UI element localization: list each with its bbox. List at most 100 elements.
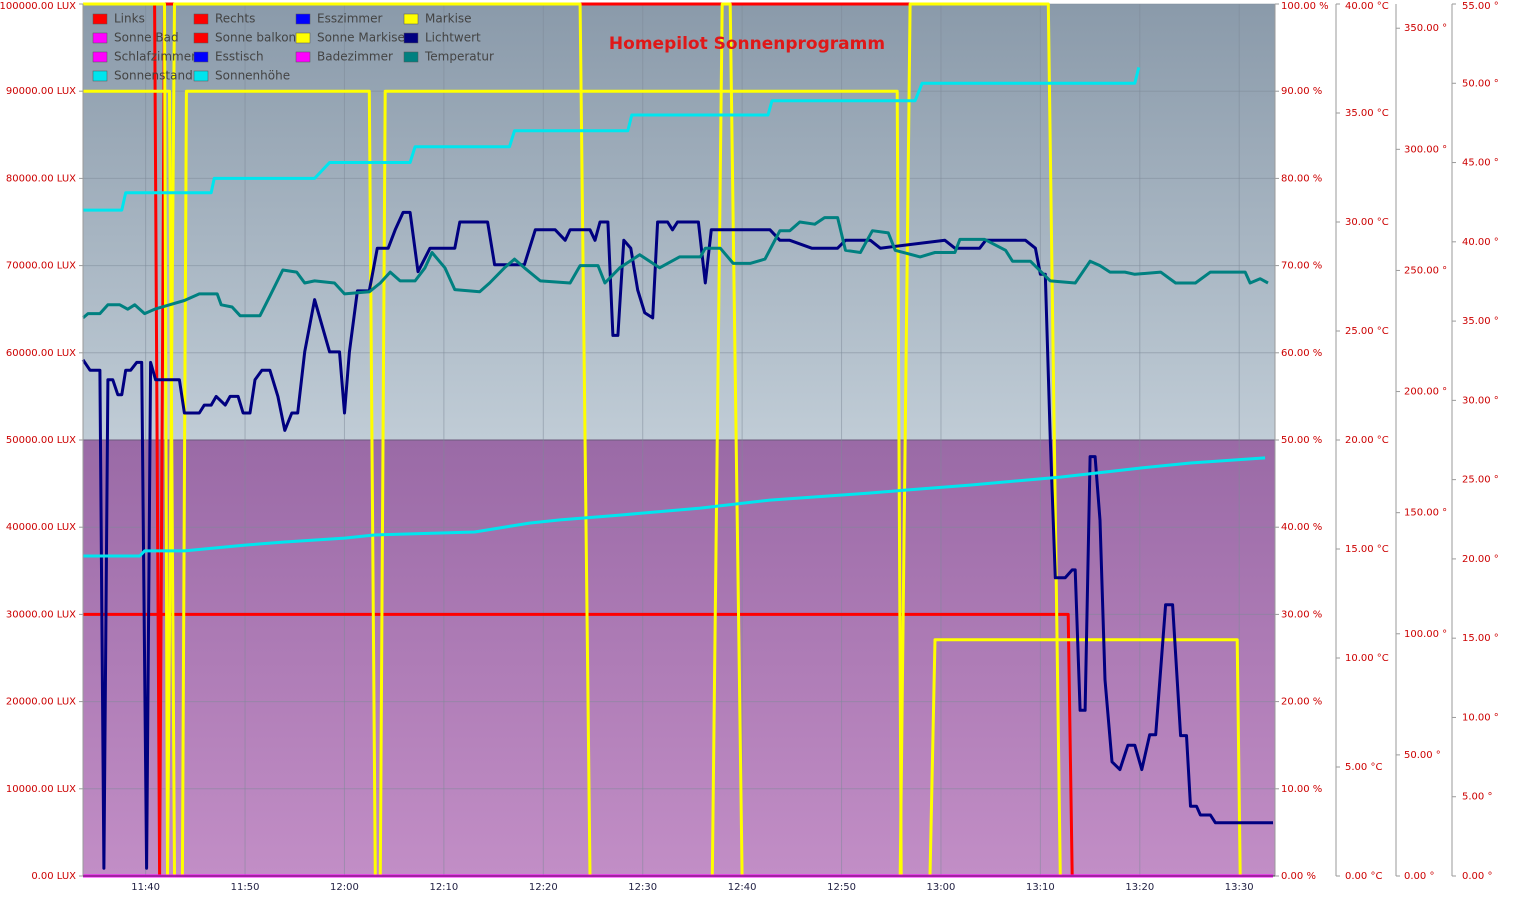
legend-label: Schlafzimmer bbox=[114, 50, 196, 64]
y-tick-label: 60000.00 LUX bbox=[6, 348, 76, 359]
y-tick-label: 30.00 °C bbox=[1345, 217, 1389, 228]
series-line bbox=[83, 67, 1141, 212]
legend-label: Links bbox=[114, 12, 145, 26]
y-tick-label: 50.00 ° bbox=[1462, 78, 1499, 89]
legend-swatch bbox=[193, 51, 209, 63]
y-tick-label: 80.00 % bbox=[1281, 173, 1322, 184]
y-tick-label: 30000.00 LUX bbox=[6, 609, 76, 620]
y-tick-label: 70.00 % bbox=[1281, 261, 1322, 272]
plot-background bbox=[83, 440, 1275, 876]
x-tick-label: 12:40 bbox=[728, 882, 757, 893]
y-tick-label: 35.00 ° bbox=[1462, 316, 1499, 327]
legend-label: Badezimmer bbox=[317, 50, 393, 64]
y-tick-label: 20.00 % bbox=[1281, 697, 1322, 708]
x-tick-label: 11:50 bbox=[231, 882, 260, 893]
y-tick-label: 40.00 °C bbox=[1345, 1, 1389, 12]
series-line bbox=[83, 456, 1266, 558]
legend-swatch bbox=[193, 32, 209, 44]
y-tick-label: 5.00 ° bbox=[1462, 792, 1492, 803]
legend-label: Esszimmer bbox=[317, 12, 382, 26]
y-tick-label: 45.00 ° bbox=[1462, 158, 1499, 169]
legend-label: Sonne Bad bbox=[114, 31, 179, 45]
y-tick-label: 150.00 ° bbox=[1404, 508, 1447, 519]
y-tick-label: 50000.00 LUX bbox=[6, 435, 76, 446]
series-line bbox=[82, 216, 1269, 320]
y-tick-label: 0.00 °C bbox=[1345, 871, 1382, 882]
legend-label: Markise bbox=[425, 12, 472, 26]
legend-swatch bbox=[403, 32, 419, 44]
y-tick-label: 100.00 ° bbox=[1404, 629, 1447, 640]
x-tick-label: 13:10 bbox=[1026, 882, 1055, 893]
y-tick-label: 15.00 ° bbox=[1462, 633, 1499, 644]
y-tick-label: 100.00 % bbox=[1281, 1, 1329, 12]
x-tick-label: 13:20 bbox=[1125, 882, 1154, 893]
x-tick-label: 12:10 bbox=[429, 882, 458, 893]
legend-swatch bbox=[193, 70, 209, 82]
y-tick-label: 90000.00 LUX bbox=[6, 86, 76, 97]
x-tick-label: 13:30 bbox=[1225, 882, 1254, 893]
y-tick-label: 80000.00 LUX bbox=[6, 173, 76, 184]
legend-label: Sonnenhöhe bbox=[215, 69, 290, 83]
legend-label: Sonne balkon bbox=[215, 31, 296, 45]
legend-swatch bbox=[92, 51, 108, 63]
legend-swatch bbox=[295, 13, 311, 25]
legend-swatch bbox=[403, 51, 419, 63]
y-tick-label: 5.00 °C bbox=[1345, 762, 1382, 773]
y-tick-label: 50.00 ° bbox=[1404, 750, 1441, 761]
y-tick-label: 10.00 °C bbox=[1345, 653, 1389, 664]
legend-swatch bbox=[92, 13, 108, 25]
y-tick-label: 20.00 ° bbox=[1462, 554, 1499, 565]
chart-title: Homepilot Sonnenprogramm bbox=[609, 34, 885, 54]
y-tick-label: 15.00 °C bbox=[1345, 544, 1389, 555]
series-line bbox=[81, 210, 1273, 870]
y-tick-label: 10.00 ° bbox=[1462, 712, 1499, 723]
y-tick-label: 350.00 ° bbox=[1404, 23, 1447, 34]
legend-label: Esstisch bbox=[215, 50, 264, 64]
y-tick-label: 200.00 ° bbox=[1404, 387, 1447, 398]
y-tick-label: 100000.00 LUX bbox=[0, 1, 76, 12]
y-tick-label: 20000.00 LUX bbox=[6, 697, 76, 708]
y-tick-label: 50.00 % bbox=[1281, 435, 1322, 446]
series-line bbox=[83, 2, 1273, 878]
x-tick-label: 12:30 bbox=[628, 882, 657, 893]
x-tick-label: 12:20 bbox=[529, 882, 558, 893]
y-tick-label: 25.00 ° bbox=[1462, 475, 1499, 486]
legend-swatch bbox=[193, 13, 209, 25]
y-tick-label: 60.00 % bbox=[1281, 348, 1322, 359]
x-tick-label: 12:50 bbox=[827, 882, 856, 893]
legend-label: Temperatur bbox=[424, 50, 494, 64]
y-tick-label: 70000.00 LUX bbox=[6, 261, 76, 272]
y-tick-label: 30.00 ° bbox=[1462, 395, 1499, 406]
grid bbox=[83, 3, 1275, 877]
legend-label: Sonnenstand bbox=[114, 69, 193, 83]
x-tick-label: 11:40 bbox=[131, 882, 160, 893]
legend-swatch bbox=[92, 70, 108, 82]
x-tick-label: 13:00 bbox=[927, 882, 956, 893]
legend-swatch bbox=[295, 32, 311, 44]
y-tick-label: 0.00 % bbox=[1281, 871, 1316, 882]
y-tick-label: 0.00 ° bbox=[1462, 871, 1492, 882]
y-tick-label: 10000.00 LUX bbox=[6, 784, 76, 795]
legend-label: Rechts bbox=[215, 12, 255, 26]
y-tick-label: 10.00 % bbox=[1281, 784, 1322, 795]
legend-swatch bbox=[403, 13, 419, 25]
y-tick-label: 0.00 ° bbox=[1404, 871, 1434, 882]
legend-swatch bbox=[295, 51, 311, 63]
axes: 11:40 11:50 12:00 12:10 12:20 12:30 12:40 12:50… bbox=[0, 1, 1499, 893]
legend: Links Rechts Esszimmer Markise Sonne Bad Sonn… bbox=[92, 12, 494, 83]
y-tick-label: 40.00 ° bbox=[1462, 237, 1499, 248]
y-tick-label: 30.00 % bbox=[1281, 609, 1322, 620]
y-tick-label: 35.00 °C bbox=[1345, 108, 1389, 119]
y-tick-label: 0.00 LUX bbox=[31, 871, 76, 882]
y-tick-label: 300.00 ° bbox=[1404, 144, 1447, 155]
y-tick-label: 40000.00 LUX bbox=[6, 522, 76, 533]
y-tick-label: 55.00 ° bbox=[1462, 1, 1499, 12]
legend-label: Lichtwert bbox=[425, 31, 481, 45]
y-tick-label: 25.00 °C bbox=[1345, 326, 1389, 337]
y-tick-label: 20.00 °C bbox=[1345, 435, 1389, 446]
legend-swatch bbox=[92, 32, 108, 44]
y-tick-label: 40.00 % bbox=[1281, 522, 1322, 533]
y-tick-label: 90.00 % bbox=[1281, 86, 1322, 97]
legend-label: Sonne Markise bbox=[317, 31, 405, 45]
